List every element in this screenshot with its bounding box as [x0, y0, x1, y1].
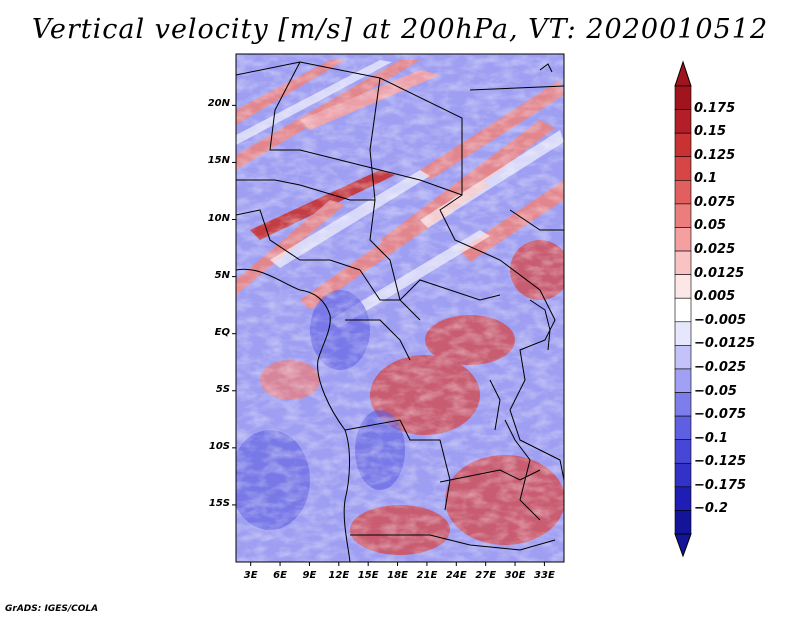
colorbar-swatch	[674, 297, 692, 323]
lat-tick-label: EQ	[214, 326, 230, 338]
lon-tick-label: 15E	[357, 570, 379, 581]
colorbar-label: −0.175	[694, 477, 747, 493]
lon-tick-label: 24E	[445, 570, 467, 581]
colorbar-swatch	[674, 439, 692, 464]
lon-tick-label: 21E	[416, 570, 438, 581]
colorbar-swatch	[674, 156, 692, 181]
lat-tick-label: 10N	[207, 212, 230, 224]
longitude-ticks	[250, 562, 545, 566]
colorbar-label: 0.175	[694, 100, 736, 116]
plot-title: Vertical velocity [m/s] at 200hPa, VT: 2…	[31, 14, 769, 45]
lon-tick-label: 3E	[243, 570, 258, 581]
colorbar-swatch	[674, 85, 692, 110]
colorbar-label: 0.075	[694, 194, 736, 210]
colorbar-swatch	[674, 203, 692, 228]
colorbar-swatch	[674, 345, 692, 370]
colorbar-swatch	[674, 510, 692, 535]
lon-tick-label: 12E	[328, 570, 350, 581]
colorbar-swatch	[674, 392, 692, 417]
colorbar-label: 0.05	[694, 218, 727, 234]
lon-tick-label: 33E	[534, 570, 555, 581]
colorbar-label: 0.1	[694, 171, 718, 187]
grads-credit: GrADS: IGES/COLA	[5, 604, 99, 614]
colorbar-swatch	[674, 462, 692, 488]
colorbar-label: 0.15	[694, 124, 727, 140]
colorbar-swatch	[674, 132, 692, 158]
colorbar-label: −0.05	[694, 383, 737, 399]
colorbar-swatch	[674, 227, 692, 252]
lon-tick-label: 27E	[475, 570, 497, 581]
colorbar-label: 0.005	[694, 289, 736, 305]
colorbar-label: −0.0125	[694, 336, 756, 352]
colorbar	[674, 60, 692, 558]
colorbar-bottom-arrow	[674, 533, 692, 558]
colorbar-swatch	[674, 486, 692, 511]
colorbar-label: −0.125	[694, 454, 747, 470]
lon-tick-label: 30E	[504, 570, 526, 581]
colorbar-swatch	[674, 368, 692, 393]
latitude-ticks	[232, 104, 236, 506]
colorbar-label: −0.075	[694, 407, 747, 423]
lat-tick-label: 15S	[208, 497, 230, 509]
colorbar-label: 0.025	[694, 242, 736, 258]
colorbar-swatch	[674, 415, 692, 440]
lat-tick-label: 5S	[215, 383, 230, 395]
colorbar-label: −0.005	[694, 312, 747, 328]
vertical-velocity-field	[236, 54, 564, 562]
lat-tick-label: 15N	[207, 155, 230, 167]
colorbar-swatch	[674, 180, 692, 205]
lat-tick-label: 10S	[208, 440, 230, 452]
colorbar-swatch	[674, 250, 692, 275]
colorbar-label: 0.125	[694, 147, 736, 163]
colorbar-label: −0.025	[694, 359, 747, 375]
colorbar-label: −0.1	[694, 430, 728, 446]
colorbar-label: 0.0125	[694, 265, 745, 281]
lon-tick-label: 9E	[302, 570, 317, 581]
lat-tick-label: 20N	[207, 98, 230, 110]
colorbar-label: −0.2	[694, 501, 728, 517]
lon-tick-label: 6E	[273, 570, 287, 581]
colorbar-swatch	[674, 109, 692, 134]
lon-tick-label: 18E	[387, 570, 408, 581]
lat-tick-label: 5N	[214, 269, 230, 281]
colorbar-top-arrow	[674, 60, 692, 87]
colorbar-swatch	[674, 321, 692, 346]
colorbar-swatch	[674, 274, 692, 299]
